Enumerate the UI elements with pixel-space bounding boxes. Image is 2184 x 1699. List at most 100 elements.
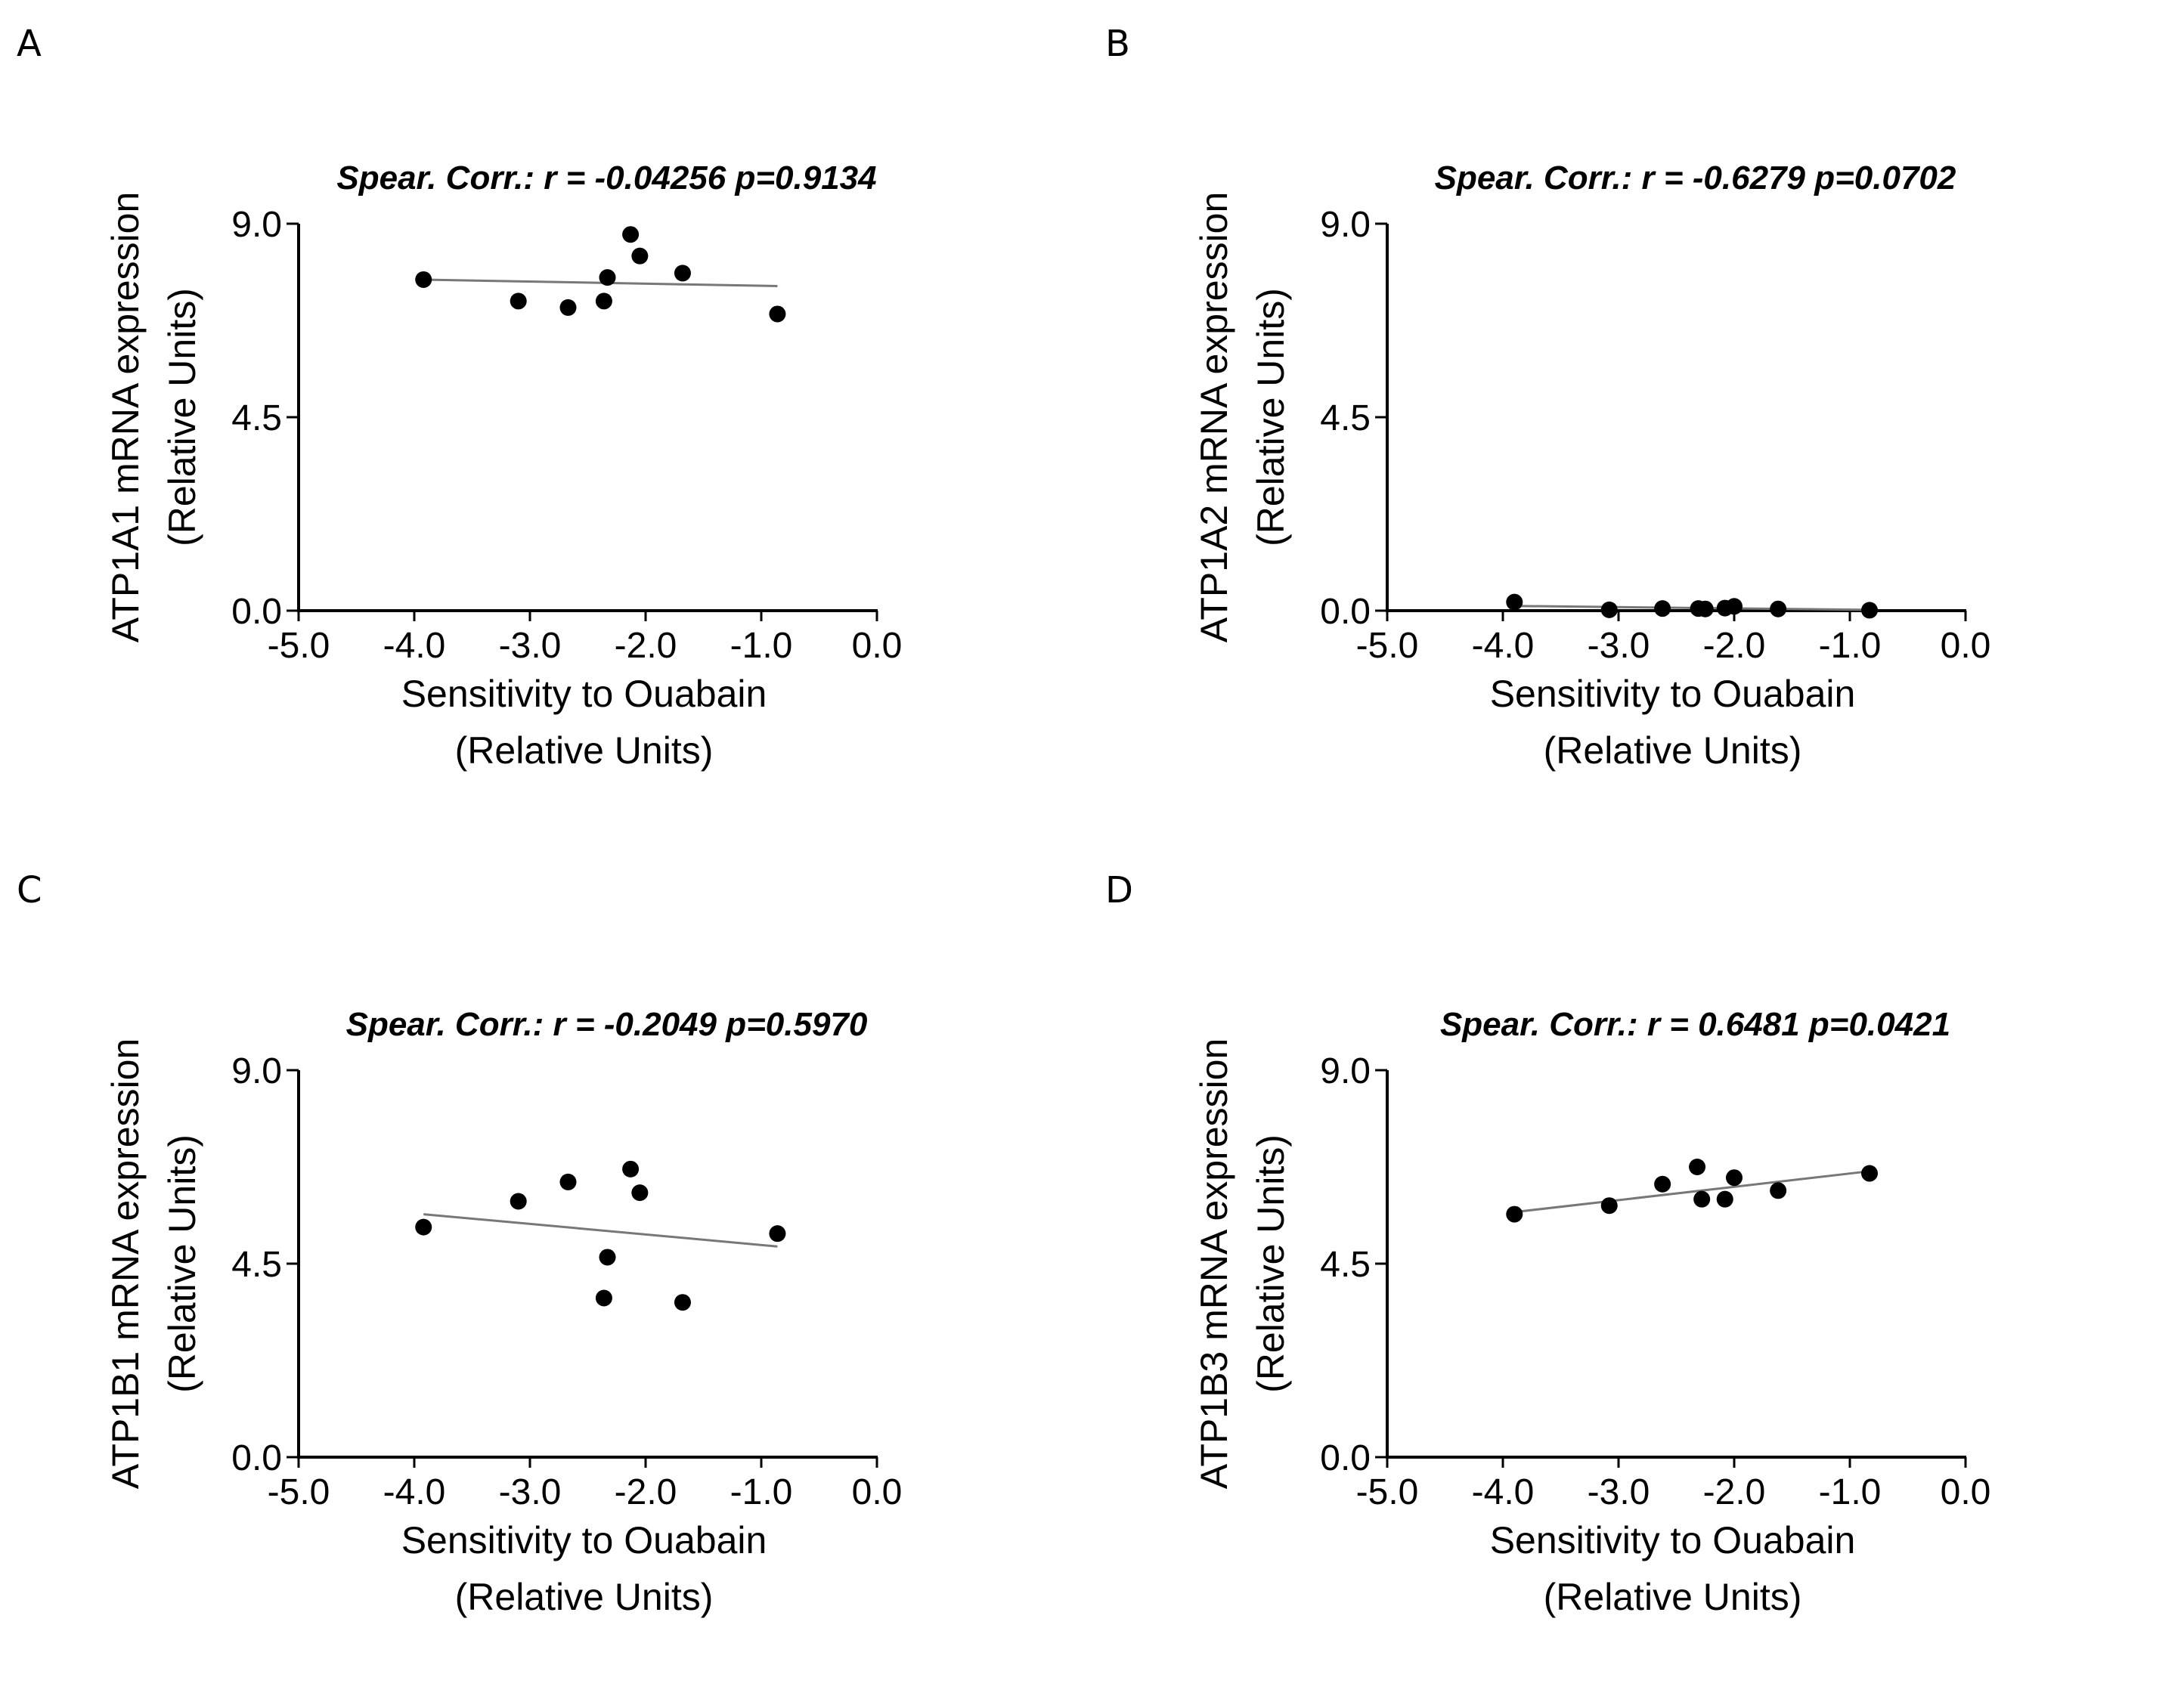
x-tick-label: 0.0 xyxy=(852,1472,903,1512)
x-axis-label-units: (Relative Units) xyxy=(455,1576,714,1618)
panel-letter: B xyxy=(1105,23,1130,65)
x-axis-label: Sensitivity to Ouabain xyxy=(1490,673,1856,715)
data-point xyxy=(631,1184,649,1202)
data-point xyxy=(1600,1197,1618,1215)
x-tick-label: -5.0 xyxy=(1356,1472,1419,1512)
x-tick-label: -1.0 xyxy=(1819,1472,1882,1512)
data-point xyxy=(1654,600,1671,617)
y-axis-label: ATP1B3 mRNA expression xyxy=(1193,1038,1235,1490)
regression-line xyxy=(423,278,778,287)
scatter-chart-d: Spear. Corr.: r = 0.6481 p=0.0421 -5.0 -4.… xyxy=(1193,1006,1991,1618)
chart-title: Spear. Corr.: r = -0.2049 p=0.5970 xyxy=(346,1006,868,1043)
x-tick-label: -2.0 xyxy=(1703,626,1766,666)
data-point xyxy=(1506,593,1523,611)
y-axis-label: ATP1B1 mRNA expression xyxy=(104,1038,147,1490)
panel-b: B Spear. Corr.: r = -0.6279 p=0.0702 -5.0… xyxy=(1089,0,2177,846)
regression-line xyxy=(1514,1170,1870,1214)
chart-title: Spear. Corr.: r = -0.6279 p=0.0702 xyxy=(1435,159,1956,197)
y-tick-label: 0.0 xyxy=(1320,1438,1371,1478)
data-point xyxy=(1506,1205,1523,1223)
y-tick-label: 9.0 xyxy=(1320,205,1371,245)
data-point xyxy=(1600,601,1618,618)
data-point xyxy=(415,271,432,288)
data-point xyxy=(1770,600,1787,617)
x-tick-label: -3.0 xyxy=(499,1472,562,1512)
x-tick-label: -4.0 xyxy=(1472,1472,1535,1512)
y-axis-label: ATP1A1 mRNA expression xyxy=(104,192,147,643)
x-tick-label: -4.0 xyxy=(1472,626,1535,666)
x-axis-label: Sensitivity to Ouabain xyxy=(401,673,767,715)
chart-title: Spear. Corr.: r = -0.04256 p=0.9134 xyxy=(336,159,876,197)
data-point xyxy=(1770,1182,1787,1199)
data-point xyxy=(1689,1159,1706,1175)
panel-d: D Spear. Corr.: r = 0.6481 p=0.0421 -5.0 -… xyxy=(1089,846,2177,1693)
x-tick-label: -3.0 xyxy=(1588,626,1650,666)
x-tick-label: -2.0 xyxy=(615,1472,677,1512)
y-tick-label: 0.0 xyxy=(231,1438,282,1478)
x-tick-label: -4.0 xyxy=(383,626,446,666)
y-axis-label-units: (Relative Units) xyxy=(161,1134,203,1393)
x-tick-label: -2.0 xyxy=(615,626,677,666)
panel-a: A Spear. Corr.: r = -0.04256 p=0.9134 -5.… xyxy=(0,0,1089,846)
data-point xyxy=(622,226,640,243)
data-point xyxy=(1696,600,1714,617)
data-point xyxy=(674,265,691,282)
x-tick-label: -5.0 xyxy=(268,626,330,666)
scatter-chart-b: Spear. Corr.: r = -0.6279 p=0.0702 -5.0 -4… xyxy=(1193,159,1991,772)
chart-title: Spear. Corr.: r = 0.6481 p=0.0421 xyxy=(1440,1006,1950,1043)
y-tick-label: 4.5 xyxy=(1320,1245,1371,1285)
x-tick-label: -3.0 xyxy=(1588,1472,1650,1512)
data-point xyxy=(631,247,649,265)
x-tick-label: -1.0 xyxy=(730,1472,793,1512)
x-axis-label-units: (Relative Units) xyxy=(1544,729,1802,772)
data-point xyxy=(1693,1190,1711,1208)
panel-letter: A xyxy=(17,23,42,65)
x-tick-label: 0.0 xyxy=(852,626,903,666)
data-point xyxy=(1654,1175,1671,1193)
data-point xyxy=(599,269,616,286)
x-axis-label: Sensitivity to Ouabain xyxy=(401,1519,767,1561)
y-tick-label: 0.0 xyxy=(231,592,282,632)
y-tick-label: 4.5 xyxy=(231,1245,282,1285)
x-tick-label: -3.0 xyxy=(499,626,562,666)
y-tick-label: 4.5 xyxy=(1320,398,1371,438)
regression-line xyxy=(423,1213,778,1248)
panel-c: C Spear. Corr.: r = -0.2049 p=0.5970 -5.0… xyxy=(0,846,1089,1693)
x-axis-label-units: (Relative Units) xyxy=(1544,1576,1802,1618)
data-point xyxy=(1861,602,1879,619)
x-tick-label: -2.0 xyxy=(1703,1472,1766,1512)
x-tick-label: -5.0 xyxy=(268,1472,330,1512)
data-point xyxy=(510,292,527,310)
y-axis-label: ATP1A2 mRNA expression xyxy=(1193,192,1235,643)
data-point xyxy=(415,1218,432,1236)
data-point xyxy=(1726,1169,1743,1187)
x-tick-label: -5.0 xyxy=(1356,626,1419,666)
x-tick-label: 0.0 xyxy=(1941,626,1991,666)
x-axis-label: Sensitivity to Ouabain xyxy=(1490,1519,1856,1561)
data-point xyxy=(1861,1165,1879,1182)
data-point xyxy=(595,292,612,310)
x-tick-label: -4.0 xyxy=(383,1472,446,1512)
y-tick-label: 9.0 xyxy=(231,205,282,245)
data-point xyxy=(559,299,577,316)
x-axis-label-units: (Relative Units) xyxy=(455,729,714,772)
y-tick-label: 0.0 xyxy=(1320,592,1371,632)
data-point xyxy=(595,1289,612,1307)
x-tick-label: 0.0 xyxy=(1941,1472,1991,1512)
data-point xyxy=(1726,598,1743,615)
data-point xyxy=(622,1160,640,1178)
scatter-chart-c: Spear. Corr.: r = -0.2049 p=0.5970 -5.0 -4… xyxy=(104,1006,903,1618)
x-tick-label: -1.0 xyxy=(1819,626,1882,666)
data-point xyxy=(1716,1190,1733,1208)
y-tick-label: 4.5 xyxy=(231,398,282,438)
y-tick-label: 9.0 xyxy=(1320,1051,1371,1091)
data-point xyxy=(674,1294,691,1311)
y-axis-label-units: (Relative Units) xyxy=(161,288,203,546)
data-point xyxy=(769,1225,786,1243)
data-point xyxy=(599,1249,616,1266)
y-axis-label-units: (Relative Units) xyxy=(1250,288,1292,546)
y-tick-label: 9.0 xyxy=(231,1051,282,1091)
data-point xyxy=(559,1173,577,1190)
x-tick-label: -1.0 xyxy=(730,626,793,666)
y-axis-label-units: (Relative Units) xyxy=(1250,1134,1292,1393)
